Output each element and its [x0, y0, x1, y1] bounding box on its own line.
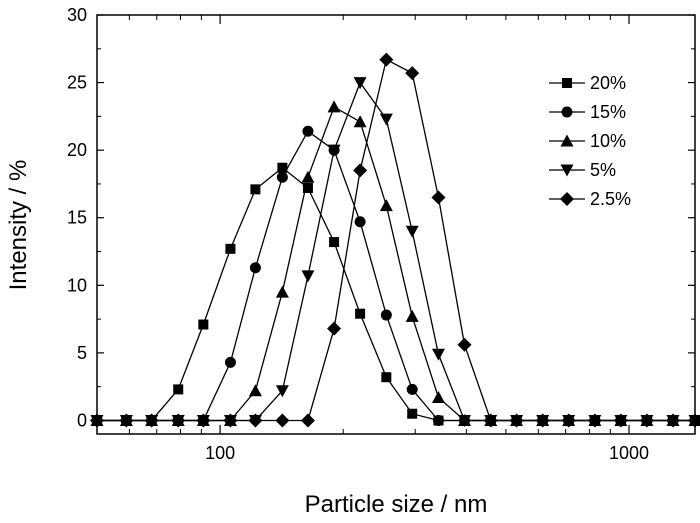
data-point [535, 413, 550, 428]
legend-label: 20% [590, 73, 626, 93]
legend-item: 15% [549, 102, 626, 122]
y-tick-label: 30 [67, 5, 87, 25]
data-point [327, 100, 341, 113]
y-tick-label: 25 [67, 73, 87, 93]
data-point [275, 413, 290, 428]
data-point [224, 356, 236, 368]
legend-marker [560, 164, 574, 177]
data-point [329, 237, 340, 248]
x-tick-label: 1000 [609, 443, 649, 463]
data-point [249, 262, 261, 274]
data-point [275, 385, 289, 398]
data-point [406, 383, 418, 395]
legend-marker [561, 106, 573, 118]
series-4 [90, 77, 700, 427]
data-point [405, 66, 420, 81]
data-point [561, 413, 576, 428]
legend-label: 15% [590, 102, 626, 122]
legend-item: 10% [549, 131, 626, 151]
data-point [198, 319, 209, 330]
data-point [248, 384, 262, 397]
data-point [277, 162, 288, 173]
data-point [405, 309, 419, 322]
data-point [225, 243, 236, 254]
legend-label: 5% [590, 160, 616, 180]
data-point [353, 115, 367, 128]
legend-item: 20% [549, 73, 626, 93]
data-point [613, 413, 628, 428]
y-tick-label: 0 [77, 410, 87, 430]
data-point [301, 270, 315, 283]
data-point [639, 413, 654, 428]
y-tick-label: 10 [67, 275, 87, 295]
x-tick-label: 100 [205, 443, 235, 463]
x-axis-title: Particle size / nm [305, 491, 488, 518]
data-point [431, 391, 445, 404]
data-point [275, 285, 289, 298]
y-tick-label: 15 [67, 208, 87, 228]
data-point [119, 413, 134, 428]
data-point [248, 413, 263, 428]
series-5 [90, 52, 700, 428]
y-tick-label: 20 [67, 140, 87, 160]
y-tick-label: 5 [77, 343, 87, 363]
legend-item: 5% [549, 160, 616, 180]
data-point [353, 77, 367, 90]
legend-label: 10% [590, 131, 626, 151]
data-point [587, 413, 602, 428]
data-point [381, 372, 392, 383]
plot-frame [96, 14, 696, 435]
legend-label: 2.5% [590, 189, 631, 209]
data-point [144, 413, 159, 428]
legend-marker [560, 134, 574, 147]
legend-item: 2.5% [549, 189, 631, 209]
data-point [90, 413, 104, 428]
data-point [276, 171, 288, 183]
data-point [171, 413, 186, 428]
data-point [379, 52, 394, 67]
data-point [379, 199, 393, 212]
data-point [302, 125, 314, 137]
data-point [483, 413, 498, 428]
axis-ticks: 0 5 10 15 20 25 30 100 1000 [67, 5, 695, 463]
data-point [327, 144, 341, 157]
legend-marker [560, 192, 574, 206]
data-point [354, 216, 366, 228]
data-point [688, 413, 700, 428]
data-point [196, 413, 211, 428]
data-point [353, 163, 368, 178]
data-point [407, 408, 418, 419]
data-point [458, 414, 472, 427]
data-point [379, 113, 393, 126]
data-point [300, 413, 315, 428]
data-point [405, 225, 419, 238]
data-point [431, 348, 445, 361]
data-point [431, 190, 446, 205]
legend-marker [562, 78, 572, 88]
data-point [457, 337, 472, 352]
series-line [97, 105, 695, 422]
legend: 20% 15% 10% 5% 2.5% [549, 73, 631, 209]
data-point [327, 321, 342, 336]
series-layer [90, 52, 700, 428]
data-point [223, 413, 238, 428]
data-point [380, 309, 392, 321]
y-axis-title: Intensity / % [5, 160, 32, 291]
data-point [301, 170, 315, 183]
data-point [432, 414, 444, 426]
data-point [509, 413, 524, 428]
data-point [302, 183, 313, 194]
data-point [665, 413, 680, 428]
data-point [355, 308, 366, 319]
data-point [250, 184, 261, 195]
data-point [173, 384, 184, 395]
